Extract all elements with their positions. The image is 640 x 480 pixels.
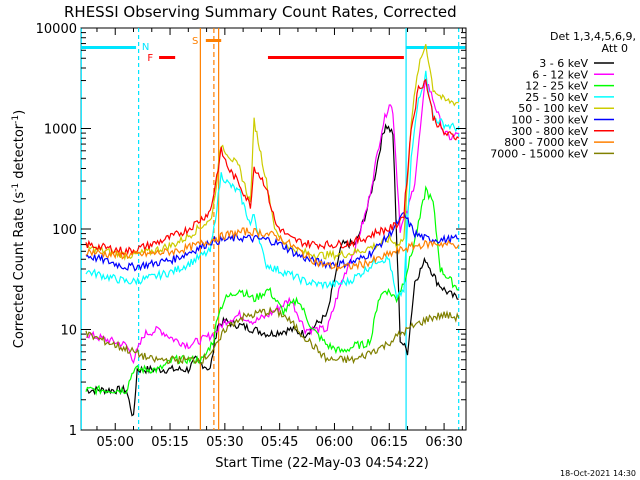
y-tick-label: 1000: [44, 123, 77, 138]
y-tick-label: 10: [60, 324, 77, 339]
x-tick-label: 05:45: [261, 435, 298, 450]
night-flag-bar-1: [81, 46, 137, 49]
series-line-4: [85, 44, 459, 262]
legend-attenuator: Att 0: [602, 42, 628, 55]
series-line-1: [85, 79, 459, 365]
flare-flag-bar-2: [267, 56, 404, 59]
legend-label-4: 50 - 100 keV: [518, 102, 588, 115]
legend-label-1: 6 - 12 keV: [532, 68, 588, 81]
x-axis: 05:00 05:15 05:30 05:45 06:00 06:15 06:30: [96, 28, 463, 450]
flare-flag-bar-1: [159, 56, 176, 59]
night-flag-bar-2: [406, 46, 466, 49]
chart-title: RHESSI Observing Summary Count Rates, Co…: [64, 3, 457, 21]
y-axis-label: Corrected Count Rate (s-1 detector-1): [11, 110, 27, 348]
y-tick-label: 100: [52, 223, 77, 238]
x-tick-label: 06:00: [316, 435, 353, 450]
x-tick-label: 06:30: [425, 435, 462, 450]
series-line-3: [85, 70, 459, 300]
series-line-0: [85, 123, 459, 417]
x-tick-label: 05:15: [151, 435, 188, 450]
series-group: [85, 44, 460, 417]
legend-label-7: 800 - 7000 keV: [504, 136, 588, 149]
x-tick-label: 06:15: [371, 435, 408, 450]
flag-label-N: N: [142, 42, 149, 53]
y-tick-label: 10000: [36, 22, 77, 37]
series-line-6: [85, 78, 460, 256]
footer-timestamp: 18-Oct-2021 14:30: [560, 469, 636, 478]
legend-label-2: 12 - 25 keV: [525, 80, 588, 93]
legend-label-8: 7000 - 15000 keV: [490, 147, 588, 160]
legend-detectors: Det 1,3,4,5,6,9,: [550, 30, 636, 43]
legend-label-3: 25 - 50 keV: [525, 91, 588, 104]
series-line-2: [85, 185, 459, 396]
x-tick-label: 05:30: [206, 435, 243, 450]
flag-label-F: F: [147, 53, 153, 64]
legend-label-5: 100 - 300 keV: [511, 114, 588, 127]
flag-label-S: S: [192, 36, 198, 47]
legend-label-6: 300 - 800 keV: [511, 125, 588, 138]
legend-label-0: 3 - 6 keV: [539, 57, 588, 70]
series-line-8: [85, 306, 460, 365]
x-tick-label: 05:00: [97, 435, 134, 450]
y-tick-label: 1: [69, 424, 77, 439]
series-line-7: [85, 227, 460, 272]
x-axis-label: Start Time (22-May-03 04:54:22): [215, 456, 429, 471]
y-axis: 1 10 100 1000 10000: [36, 22, 466, 439]
